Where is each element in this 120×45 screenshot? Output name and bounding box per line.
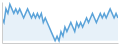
area-fill xyxy=(2,4,118,40)
y-axis xyxy=(2,3,3,44)
marks xyxy=(2,4,118,40)
line xyxy=(2,4,118,40)
x-axis-line xyxy=(3,43,119,44)
chart xyxy=(0,0,120,45)
y-axis-line xyxy=(2,3,3,44)
plot xyxy=(2,3,119,44)
x-axis xyxy=(3,43,119,44)
